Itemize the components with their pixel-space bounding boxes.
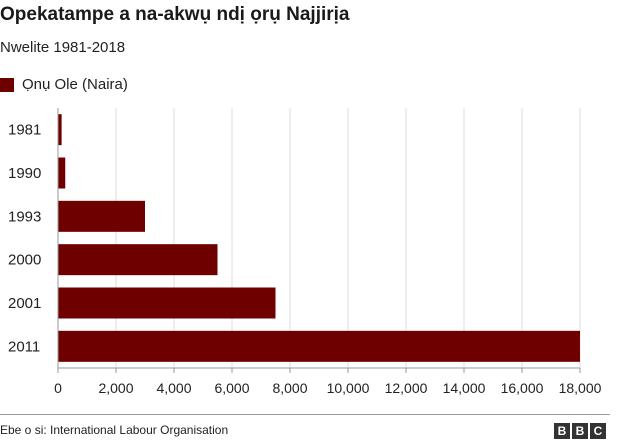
y-category-label: 1981 xyxy=(8,122,41,139)
bar xyxy=(58,244,218,276)
bar xyxy=(58,287,276,319)
x-tick-label: 12,000 xyxy=(385,380,428,396)
source-note: Ebe o si: International Labour Organisat… xyxy=(0,423,229,437)
x-tick-label: 8,000 xyxy=(272,380,307,396)
legend-swatch xyxy=(0,77,14,92)
x-tick-label: 6,000 xyxy=(214,380,249,396)
x-tick-label: 4,000 xyxy=(156,380,191,396)
legend-label: Ọnụ Ole (Naira) xyxy=(22,76,128,93)
bar-chart: 0 2,000 4,000 6,000 8,000 10,000 12,000 14,000 1… xyxy=(8,108,602,396)
chart-legend: Ọnụ Ole (Naira) xyxy=(0,76,128,93)
bar xyxy=(58,200,145,232)
bbc-logo-letter: B xyxy=(572,423,588,439)
x-tick-label: 18,000 xyxy=(559,380,602,396)
x-tick-label: 2,000 xyxy=(98,380,133,396)
bar xyxy=(58,330,580,362)
chart-title: Opekatampe a na-akwụ ndị ọrụ Najjirịa xyxy=(0,4,350,25)
y-category-label: 1990 xyxy=(8,165,41,182)
bbc-logo-letter: B xyxy=(554,423,570,439)
y-category-label: 2000 xyxy=(8,252,41,269)
x-tick-label: 0 xyxy=(54,380,62,396)
y-category-label: 1993 xyxy=(8,208,41,225)
y-category-label: 2011 xyxy=(8,338,40,355)
chart-subtitle: Nwelite 1981-2018 xyxy=(0,39,126,56)
x-tick-label: 10,000 xyxy=(327,380,370,396)
bbc-logo-letter: C xyxy=(590,423,606,439)
x-tick-label: 14,000 xyxy=(443,380,486,396)
footer-divider xyxy=(0,414,610,415)
bar xyxy=(58,114,62,146)
y-category-label: 2001 xyxy=(8,295,41,312)
bar xyxy=(58,157,66,189)
x-tick-label: 16,000 xyxy=(501,380,544,396)
bbc-logo: B B C xyxy=(554,423,606,439)
